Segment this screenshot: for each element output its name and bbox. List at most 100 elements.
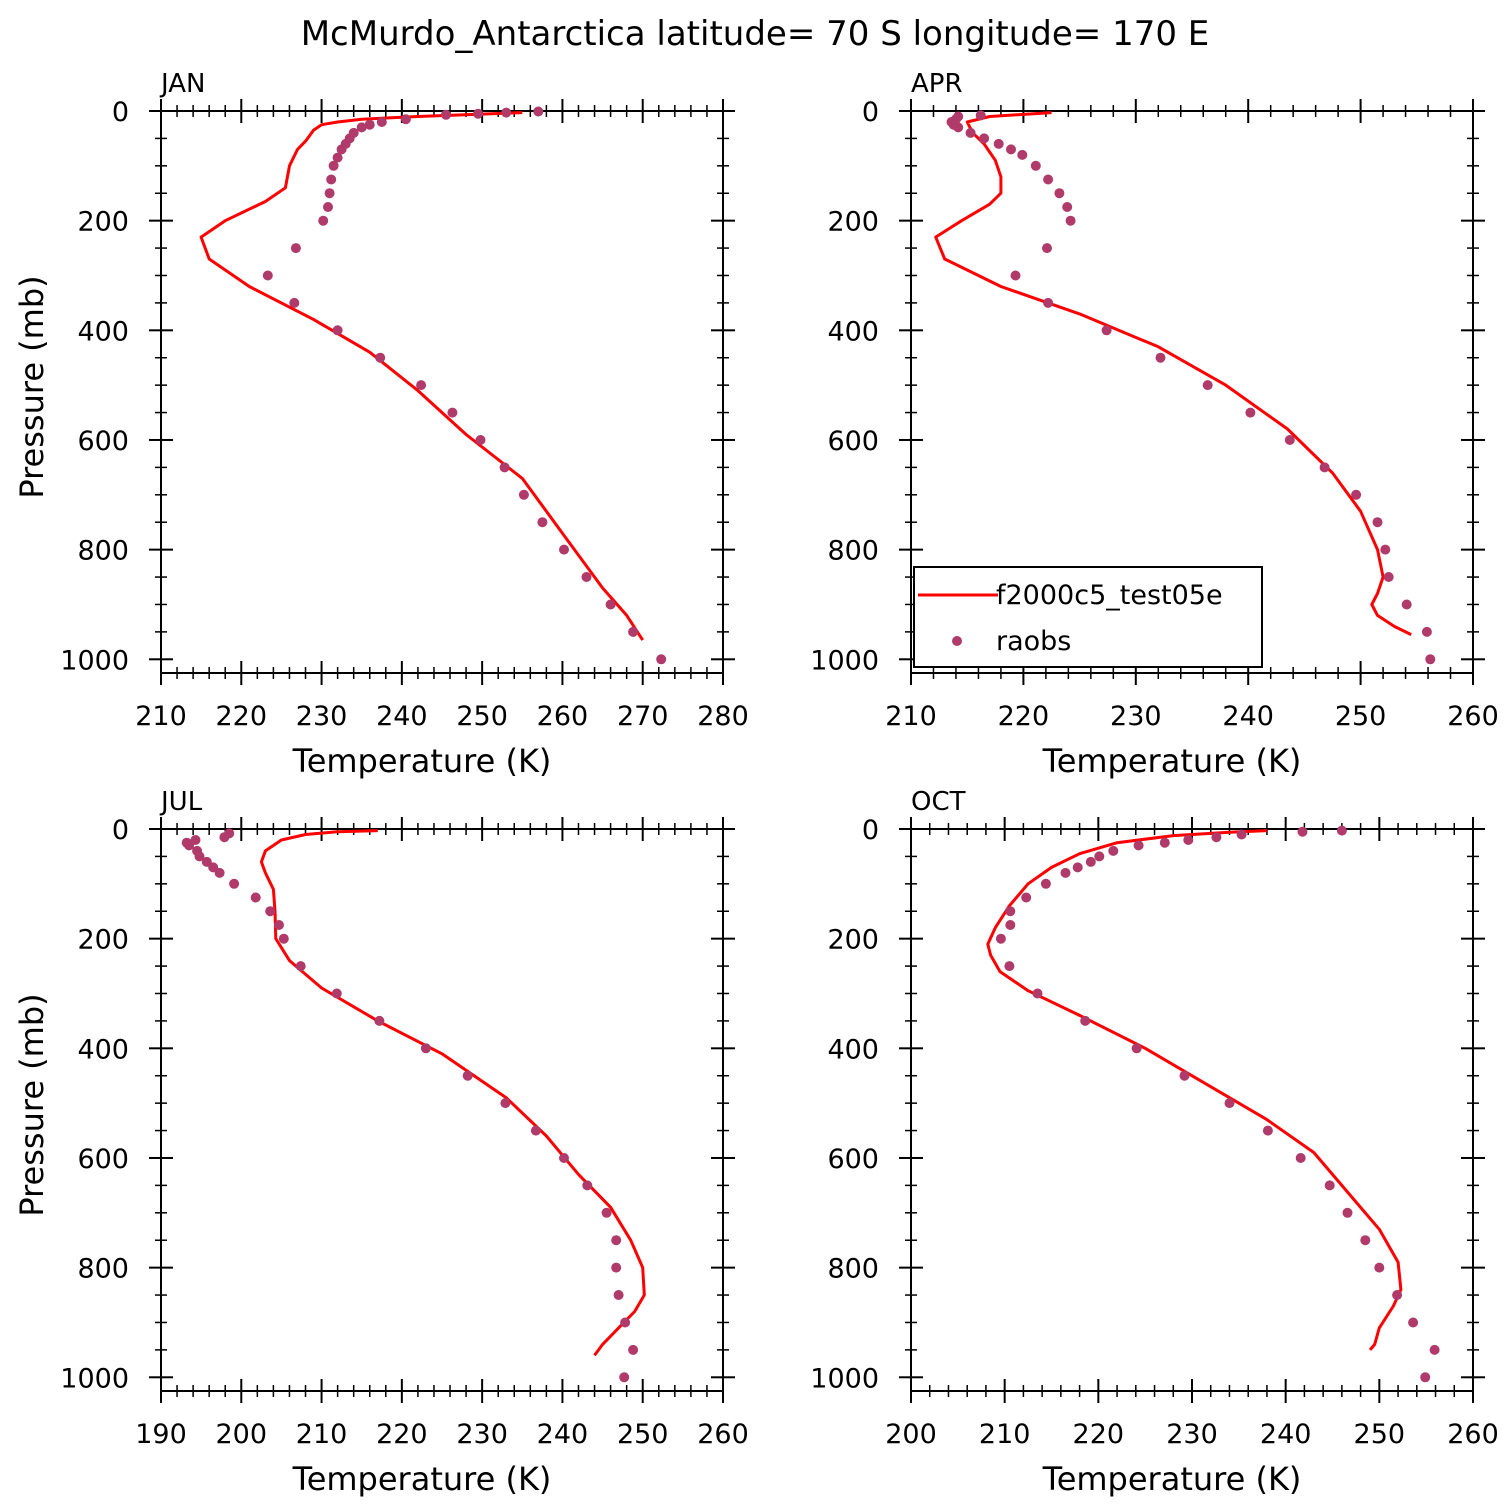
jan-raobs-point — [332, 325, 343, 336]
apr-raobs-point — [1042, 243, 1052, 254]
oct-y-tick-label: 400 — [827, 1034, 879, 1065]
oct-raobs-point — [1236, 829, 1247, 840]
apr-x-tick-label: 210 — [885, 701, 937, 732]
jul-x-tick-label: 260 — [697, 1419, 749, 1450]
apr-raobs-point — [1010, 270, 1021, 281]
oct-raobs-point — [1021, 892, 1032, 903]
jan-raobs-point — [376, 117, 387, 127]
oct-raobs-point — [1297, 826, 1308, 837]
oct-y-tick-label: 0 — [862, 815, 879, 846]
jul-raobs-point — [274, 920, 284, 930]
jul-y-tick-label: 0 — [112, 815, 129, 846]
jul-raobs-point — [184, 840, 195, 851]
jul-raobs-point — [462, 1070, 473, 1081]
oct-panel-label: OCT — [911, 787, 966, 817]
apr-raobs-point — [1372, 517, 1383, 528]
oct-plot-frame — [910, 828, 1474, 1392]
oct-raobs-point — [1005, 920, 1016, 930]
jul-x-axis-label: Temperature (K) — [292, 1460, 552, 1498]
jan-y-tick-label: 400 — [77, 316, 129, 347]
oct-raobs-point — [1094, 851, 1105, 862]
jul-raobs-point — [620, 1317, 631, 1328]
jul-y-tick-label: 1000 — [60, 1363, 129, 1394]
jan-raobs-point — [605, 599, 616, 610]
jul-x-tick-label: 210 — [296, 1419, 348, 1450]
apr-raobs-point — [965, 127, 976, 138]
oct-raobs-point — [995, 933, 1006, 944]
apr-raobs-point — [975, 110, 986, 121]
jan-raobs-point — [375, 352, 386, 363]
jan-y-tick-label: 600 — [77, 426, 129, 457]
jul-x-tick-label: 190 — [135, 1419, 187, 1450]
jul-raobs-point — [331, 988, 342, 999]
jan-panel-label: JAN — [159, 69, 205, 99]
jan-x-axis-label: Temperature (K) — [292, 742, 552, 780]
oct-raobs-point — [1131, 1043, 1142, 1054]
panel-jul: 190 200 210 220 230 240 250 260 0 200 400 600 800 100… — [13, 787, 749, 1498]
jul-raobs-point — [611, 1262, 622, 1273]
jul-raobs-point — [611, 1235, 622, 1246]
jan-raobs-point — [447, 407, 458, 418]
apr-raobs-point — [953, 122, 964, 133]
jan-x-tick-label: 240 — [376, 701, 428, 732]
jan-raobs-point — [501, 107, 512, 118]
jul-x-tick-label: 200 — [216, 1419, 268, 1450]
jan-model-line — [199, 111, 644, 641]
oct-raobs-point — [1159, 837, 1170, 848]
oct-raobs-point — [1060, 867, 1071, 878]
apr-y-tick-label: 400 — [827, 316, 879, 347]
oct-y-tick-label: 1000 — [810, 1363, 879, 1394]
jan-x-tick-label: 260 — [537, 701, 589, 732]
apr-raobs-point — [1043, 174, 1054, 185]
oct-raobs-point — [1336, 825, 1347, 836]
jan-y-tick-label: 0 — [112, 97, 129, 128]
oct-x-tick-label: 260 — [1447, 1419, 1499, 1450]
jul-y-tick-label: 200 — [77, 925, 129, 956]
apr-raobs-point — [1380, 544, 1391, 555]
jul-raobs-point — [295, 961, 306, 972]
jan-y-tick-label: 1000 — [60, 645, 129, 676]
jul-raobs-point — [265, 906, 276, 917]
jan-raobs-point — [533, 106, 544, 117]
oct-raobs-point — [1224, 1098, 1235, 1109]
jul-x-tick-label: 240 — [537, 1419, 589, 1450]
jan-raobs-point — [559, 544, 569, 555]
legend-box — [913, 566, 1263, 668]
apr-raobs-point — [1043, 297, 1054, 308]
jan-raobs-point — [581, 572, 592, 582]
jan-raobs-point — [518, 489, 529, 500]
oct-x-tick-label: 210 — [979, 1419, 1031, 1450]
apr-raobs-point — [1351, 489, 1362, 500]
jul-plot-frame — [160, 828, 724, 1392]
jan-plot-frame — [160, 110, 724, 674]
jan-x-tick-label: 250 — [456, 701, 508, 732]
apr-raobs-point — [1245, 407, 1256, 418]
legend-label-model: f2000c5_test05e — [996, 580, 1223, 611]
apr-raobs-point — [993, 138, 1004, 149]
legend-marker-swatch — [952, 636, 962, 646]
oct-x-tick-label: 230 — [1166, 1419, 1218, 1450]
oct-raobs-point — [1108, 845, 1119, 856]
oct-raobs-point — [1005, 906, 1016, 917]
jan-raobs-point — [537, 517, 548, 528]
legend: f2000c5_test05e raobs — [913, 566, 1263, 668]
apr-raobs-point — [979, 133, 990, 144]
jan-y-tick-label: 800 — [77, 536, 129, 567]
oct-model-line — [986, 829, 1403, 1351]
apr-y-tick-label: 800 — [827, 536, 879, 567]
oct-raobs-point — [1032, 988, 1043, 999]
jan-raobs-point — [356, 122, 367, 133]
jan-raobs-point — [656, 654, 667, 665]
oct-raobs-point — [1420, 1372, 1431, 1383]
jan-y-tick-label: 200 — [77, 207, 129, 238]
apr-y-tick-label: 600 — [827, 426, 879, 457]
jul-raobs-point — [613, 1290, 624, 1300]
apr-raobs-point — [1030, 160, 1041, 171]
apr-raobs-point — [1284, 435, 1295, 445]
jan-x-tick-label: 230 — [296, 701, 348, 732]
jul-y-axis-label: Pressure (mb) — [13, 993, 51, 1216]
jul-y-tick-label: 400 — [77, 1034, 129, 1065]
apr-raobs-point — [1054, 188, 1065, 199]
apr-raobs-point — [1421, 626, 1432, 637]
jan-raobs-point — [364, 119, 375, 130]
